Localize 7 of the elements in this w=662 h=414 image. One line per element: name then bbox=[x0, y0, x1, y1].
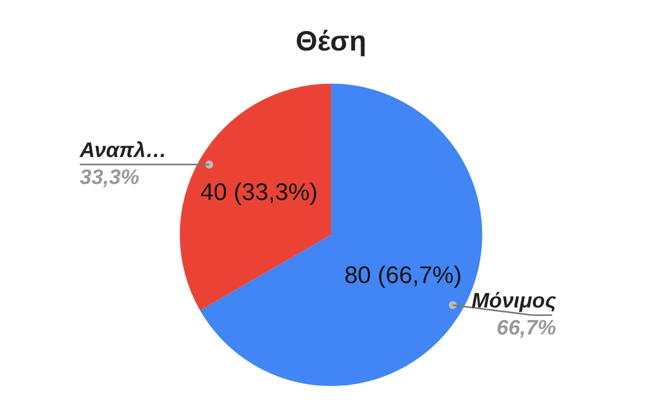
chart-title: Θέση bbox=[296, 26, 366, 57]
slice-label: Μόνιμος bbox=[472, 289, 558, 312]
text: 33,3% bbox=[80, 166, 140, 189]
data-label: 80 (66,7%) bbox=[344, 262, 462, 290]
data-label: 40 (33,3%) bbox=[200, 178, 318, 206]
slice-label: Αναπλ… bbox=[78, 138, 167, 162]
text: 66,7% bbox=[496, 316, 557, 340]
